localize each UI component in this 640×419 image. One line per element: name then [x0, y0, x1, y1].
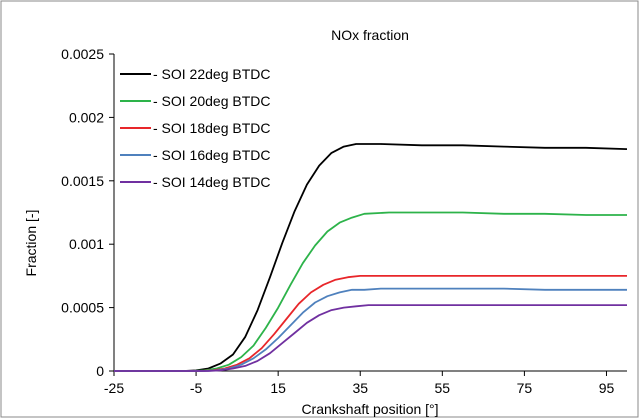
y-tick-label: 0.0015	[61, 173, 104, 189]
x-tick-label: -5	[190, 380, 203, 396]
series-lines	[114, 143, 628, 372]
x-tick-label: 55	[435, 380, 451, 396]
x-tick-labels: -25 -5 15 35 55 75 95	[104, 380, 615, 396]
series-line	[114, 211, 627, 372]
y-tick-label: 0.001	[69, 236, 104, 252]
x-tick-label: 35	[352, 380, 368, 396]
y-tick-label: 0.0025	[61, 46, 104, 62]
y-tick-label: 0.0005	[61, 300, 104, 316]
x-tick-label: 75	[517, 380, 533, 396]
legend-entry: - SOI 16deg BTDC	[153, 147, 271, 163]
series-line	[114, 143, 628, 372]
y-tick-label: 0	[96, 363, 104, 379]
x-tick-label: 95	[599, 380, 615, 396]
series-line	[114, 287, 627, 372]
series-line	[114, 274, 627, 372]
chart-title: NOx fraction	[331, 27, 409, 43]
y-tick-label: 0.002	[69, 109, 104, 125]
x-tick-label: 15	[270, 380, 286, 396]
legend-entry: - SOI 20deg BTDC	[153, 93, 271, 109]
x-tick-label: -25	[104, 380, 124, 396]
legend-entry: - SOI 18deg BTDC	[153, 120, 271, 136]
series-line	[114, 304, 627, 372]
y-tick-labels: 0 0.0005 0.001 0.0015 0.002 0.0025	[61, 46, 104, 379]
legend: - SOI 22deg BTDC - SOI 20deg BTDC - SOI 18…	[120, 66, 271, 190]
x-axis-label: Crankshaft position [°]	[301, 401, 438, 417]
legend-entry: - SOI 14deg BTDC	[153, 174, 271, 190]
y-axis-label: Fraction [-]	[23, 210, 39, 277]
legend-entry: - SOI 22deg BTDC	[153, 66, 271, 82]
